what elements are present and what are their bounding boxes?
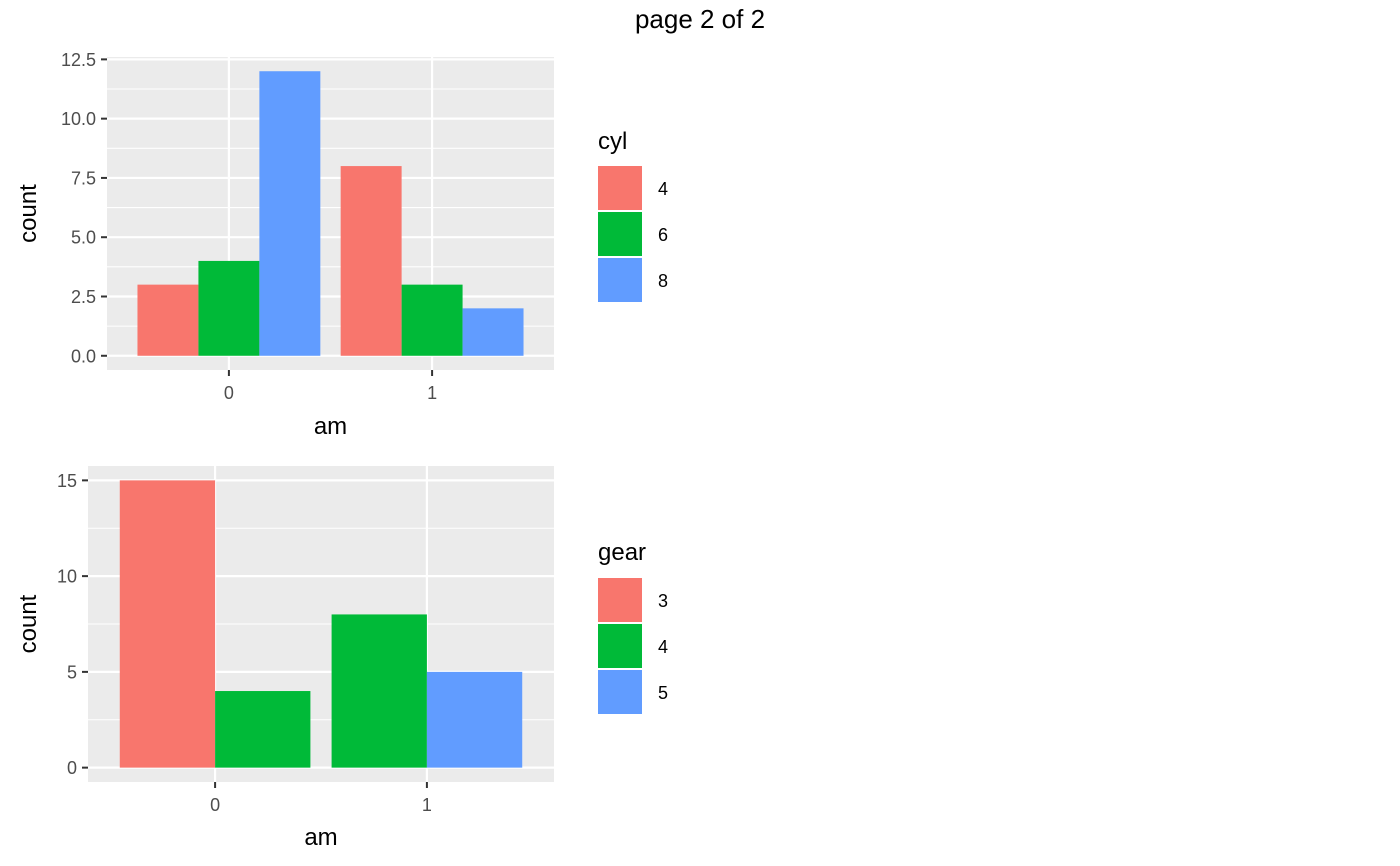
page-title: page 2 of 2 — [634, 4, 766, 34]
bar-gear-4-am-1 — [331, 614, 427, 768]
bar-cyl-6-am-0 — [198, 260, 260, 356]
x-tick-label: 0 — [210, 795, 220, 815]
legend-title: gear — [598, 539, 646, 566]
legend-label-5: 5 — [658, 683, 668, 703]
y-tick-label: 2.5 — [71, 287, 96, 307]
bar-cyl-4-am-0 — [137, 284, 199, 356]
legend-key-5 — [598, 670, 642, 714]
x-tick-label: 1 — [422, 795, 432, 815]
bar-cyl-8-am-0 — [259, 71, 321, 356]
legend-key-6 — [598, 212, 642, 256]
bar-gear-3-am-0 — [119, 480, 216, 768]
y-tick-label: 0.0 — [71, 346, 96, 366]
bar-gear-4-am-0 — [215, 691, 311, 768]
legend-title: cyl — [598, 128, 627, 155]
legend-key-4 — [598, 166, 642, 210]
x-axis-title: am — [304, 824, 337, 851]
legend-key-4 — [598, 624, 642, 668]
legend-label-3: 3 — [658, 591, 668, 611]
y-axis-title: count — [15, 594, 42, 653]
x-tick-label: 1 — [427, 383, 437, 403]
x-axis-title: am — [314, 413, 347, 440]
legend-cyl: cyl 4 6 8 — [598, 128, 668, 302]
bar-cyl-6-am-1 — [401, 284, 463, 356]
bar-cyl-8-am-1 — [462, 308, 524, 356]
y-tick-label: 10.0 — [61, 109, 96, 129]
legend-key-3 — [598, 578, 642, 622]
x-tick-label: 0 — [224, 383, 234, 403]
bar-gear-5-am-1 — [426, 671, 523, 768]
legend-key-8 — [598, 258, 642, 302]
y-tick-label: 5.0 — [71, 228, 96, 248]
legend-label-8: 8 — [658, 271, 668, 291]
y-tick-label: 12.5 — [61, 50, 96, 70]
legend-gear: gear 3 4 5 — [598, 539, 668, 714]
y-tick-label: 15 — [57, 471, 77, 491]
chart-2: 0 5 10 15 0 1 am count gear 3 4 5 — [15, 466, 668, 851]
y-axis-title: count — [15, 184, 42, 243]
y-tick-label: 7.5 — [71, 168, 96, 188]
legend-label-6: 6 — [658, 225, 668, 245]
chart-1: 0.0 2.5 5.0 7.5 10.0 12.5 0 1 am count cyl 4 6 8 — [15, 50, 668, 440]
bar-cyl-4-am-1 — [340, 166, 402, 356]
y-tick-label: 5 — [67, 662, 77, 682]
y-tick-label: 10 — [57, 567, 77, 587]
legend-label-4: 4 — [658, 179, 668, 199]
y-tick-label: 0 — [67, 758, 77, 778]
legend-label-4: 4 — [658, 637, 668, 657]
